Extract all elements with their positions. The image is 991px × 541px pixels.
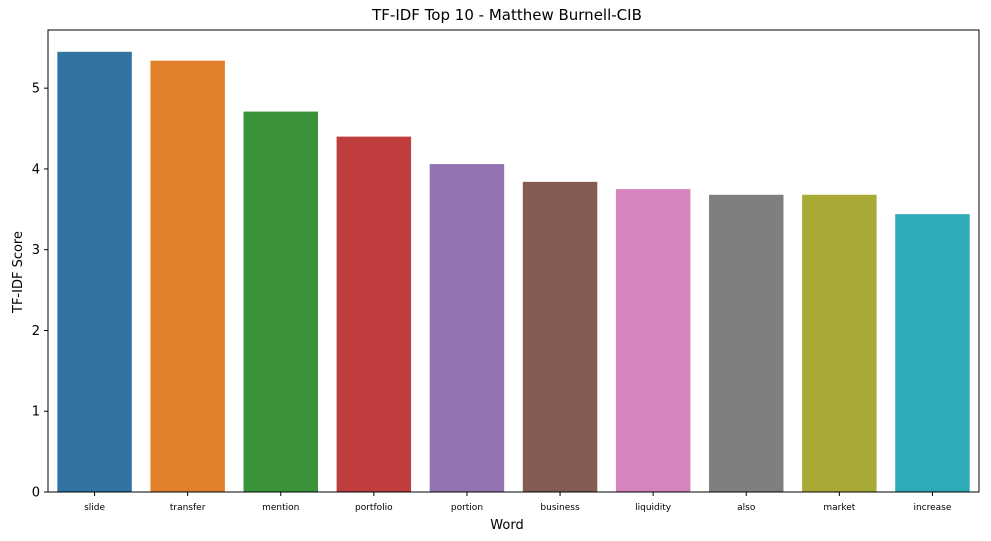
bars-layer <box>57 51 970 493</box>
y-tick-label: 3 <box>32 243 40 258</box>
x-tick-label: portfolio <box>355 503 393 513</box>
bar-transfer <box>150 60 225 492</box>
bar-portfolio <box>336 136 412 492</box>
bar-business <box>522 181 598 492</box>
x-tick-label: portion <box>451 503 483 513</box>
y-tick-label: 5 <box>32 82 40 97</box>
y-tick-label: 0 <box>32 486 40 501</box>
y-axis-title: TF-IDF Score <box>11 231 26 314</box>
x-tick-label: transfer <box>170 503 206 513</box>
x-tick-label: also <box>737 503 756 513</box>
bar-increase <box>895 214 970 492</box>
x-tick-label: business <box>540 503 580 513</box>
bar-slide <box>57 51 132 493</box>
x-tick-label: slide <box>84 503 105 513</box>
x-tick-label: market <box>823 503 855 513</box>
chart-title: TF-IDF Top 10 - Matthew Burnell-CIB <box>371 6 642 24</box>
y-tick-label: 4 <box>32 162 40 177</box>
x-tick-label: liquidity <box>635 503 672 513</box>
y-tick-label: 2 <box>32 324 40 339</box>
x-axis-ticks: slide transfer mention portfolio portion busi… <box>84 492 952 513</box>
x-axis-title: Word <box>490 518 523 533</box>
bar-mention <box>243 111 318 493</box>
x-tick-label: mention <box>262 503 299 513</box>
bar-also <box>709 194 784 492</box>
y-axis-ticks: 0 1 2 3 4 5 <box>32 82 48 501</box>
bar-liquidity <box>615 189 691 492</box>
y-tick-label: 1 <box>32 405 40 420</box>
x-tick-label: increase <box>913 503 951 513</box>
plot-frame <box>47 29 980 493</box>
bar-portion <box>429 164 505 493</box>
bar-market <box>802 194 877 492</box>
